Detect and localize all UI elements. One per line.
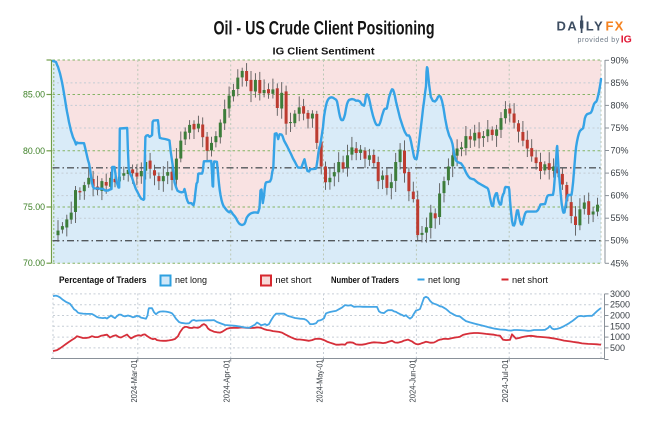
svg-text:85.00: 85.00 xyxy=(23,90,45,100)
svg-text:Percentage of Traders: Percentage of Traders xyxy=(59,275,147,286)
svg-text:2024-Apr-01: 2024-Apr-01 xyxy=(223,359,232,403)
svg-text:80%: 80% xyxy=(611,100,629,110)
svg-text:65%: 65% xyxy=(611,168,629,178)
svg-text:55%: 55% xyxy=(611,213,629,223)
svg-text:net long: net long xyxy=(175,275,207,285)
svg-text:provided by: provided by xyxy=(578,37,620,44)
svg-text:Number of Traders: Number of Traders xyxy=(331,275,399,286)
svg-text:2500: 2500 xyxy=(610,300,630,310)
svg-text:50%: 50% xyxy=(611,236,629,246)
svg-text:DA: DA xyxy=(557,19,579,34)
svg-text:2024-May-01: 2024-May-01 xyxy=(316,359,325,402)
svg-text:60%: 60% xyxy=(611,191,629,201)
svg-text:75%: 75% xyxy=(611,123,629,133)
svg-text:LY: LY xyxy=(586,19,604,34)
svg-text:FX: FX xyxy=(606,19,625,34)
svg-text:net short: net short xyxy=(512,275,549,285)
svg-text:net short: net short xyxy=(276,275,313,285)
svg-text:2024-Jun-01: 2024-Jun-01 xyxy=(408,359,417,403)
svg-text:70.00: 70.00 xyxy=(23,258,45,268)
svg-text:2000: 2000 xyxy=(610,311,630,321)
svg-text:80.00: 80.00 xyxy=(23,146,45,156)
svg-text:70%: 70% xyxy=(611,146,629,156)
svg-text:1000: 1000 xyxy=(610,332,630,342)
svg-text:45%: 45% xyxy=(611,258,629,268)
svg-text:500: 500 xyxy=(610,343,625,353)
svg-text:Oil - US Crude Client Position: Oil - US Crude Client Positioning xyxy=(214,19,435,40)
svg-text:85%: 85% xyxy=(611,78,629,88)
svg-text:2024-Mar-01: 2024-Mar-01 xyxy=(130,359,139,403)
svg-text:90%: 90% xyxy=(611,55,629,65)
svg-text:2024-Jul-01: 2024-Jul-01 xyxy=(501,359,510,403)
svg-text:IG Client Sentiment: IG Client Sentiment xyxy=(273,46,376,58)
svg-text:net long: net long xyxy=(428,275,460,285)
svg-text:75.00: 75.00 xyxy=(23,202,45,212)
svg-text:IG: IG xyxy=(621,33,632,45)
svg-text:3000: 3000 xyxy=(610,289,630,299)
svg-text:1500: 1500 xyxy=(610,321,630,331)
